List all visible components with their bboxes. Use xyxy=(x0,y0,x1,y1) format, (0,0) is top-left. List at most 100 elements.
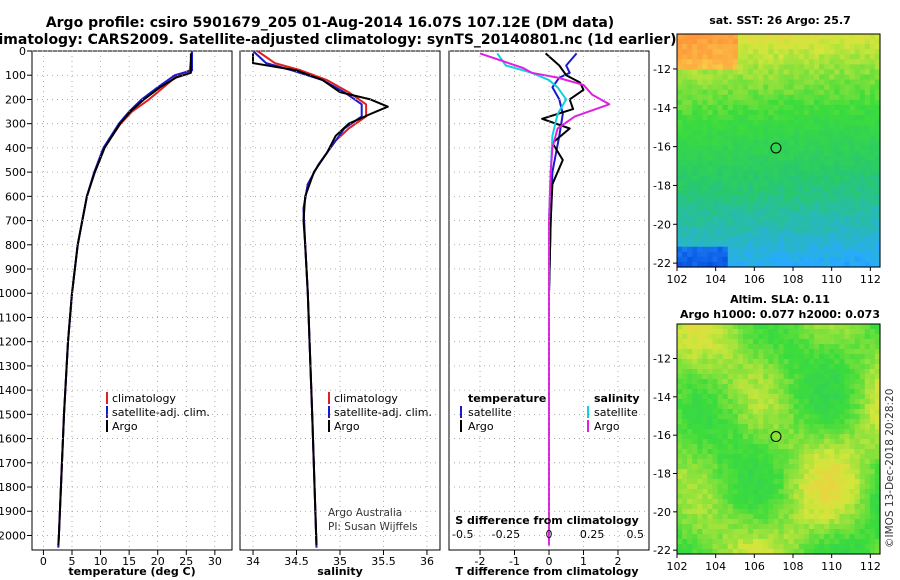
map-cell xyxy=(687,94,693,101)
map-cell xyxy=(849,344,856,350)
map-cell xyxy=(692,251,698,258)
map-cell xyxy=(763,115,769,121)
map-cell xyxy=(814,251,820,258)
map-cell xyxy=(874,231,881,238)
map-cell xyxy=(727,185,734,192)
imos-footer: ©IMOS 13-Dec-2018 20:28:20 xyxy=(884,389,896,548)
map-cell xyxy=(682,130,688,136)
map-cell xyxy=(849,120,856,126)
map-cell xyxy=(803,494,810,500)
map-cell xyxy=(768,201,775,207)
map-cell xyxy=(712,429,719,435)
map-cell xyxy=(692,359,698,365)
map-cell xyxy=(753,509,759,515)
map-cell xyxy=(874,509,881,515)
map-cell xyxy=(819,424,825,430)
map-cell xyxy=(737,135,744,141)
map-cell xyxy=(677,514,683,520)
map-cell xyxy=(707,115,714,121)
map-cell xyxy=(773,135,780,141)
map-cell xyxy=(732,379,739,385)
map-cell xyxy=(717,339,724,345)
map-cell xyxy=(717,499,724,505)
map-cell xyxy=(778,175,785,182)
map-cell xyxy=(783,339,790,345)
map-cell xyxy=(748,236,754,243)
map-cell xyxy=(808,180,815,187)
map-cell xyxy=(712,64,719,71)
map-cell xyxy=(788,339,795,345)
map-cell xyxy=(712,180,719,187)
map-cell xyxy=(869,211,876,217)
map-cell xyxy=(758,359,764,365)
map-cell xyxy=(874,359,881,365)
sla-map-title-2: Argo h1000: 0.077 h2000: 0.073 xyxy=(680,308,880,321)
map-cell xyxy=(748,175,754,182)
map-cell xyxy=(864,201,871,207)
map-cell xyxy=(697,109,703,116)
map-cell xyxy=(722,69,729,76)
map-cell xyxy=(778,529,785,535)
map-cell xyxy=(677,120,683,126)
map-cell xyxy=(788,59,795,65)
map-cell xyxy=(692,130,698,136)
map-cell xyxy=(702,394,709,400)
map-cell xyxy=(753,140,759,147)
map-cell xyxy=(854,130,861,136)
map-cell xyxy=(849,359,856,365)
map-cell xyxy=(849,339,856,345)
map-cell xyxy=(803,544,810,550)
map-cell xyxy=(737,379,744,385)
map-cell xyxy=(697,104,703,111)
map-cell xyxy=(687,180,693,187)
map-cell xyxy=(742,160,749,167)
map-cell xyxy=(677,211,683,217)
map-cell xyxy=(869,519,876,525)
map-cell xyxy=(859,99,866,106)
map-cell xyxy=(692,364,698,370)
map-cell xyxy=(808,419,815,425)
map-cell xyxy=(732,514,739,520)
map-cell xyxy=(839,504,846,510)
map-cell xyxy=(874,484,881,490)
map-cell xyxy=(737,211,744,217)
map-cell xyxy=(814,419,820,425)
map-cell xyxy=(753,39,759,45)
map-cell xyxy=(727,489,734,495)
map-cell xyxy=(803,409,810,415)
map-cell xyxy=(844,59,851,65)
map-cell xyxy=(834,211,840,217)
map-cell xyxy=(758,479,764,485)
map-cell xyxy=(839,339,846,345)
map-cell xyxy=(702,349,709,355)
map-cell xyxy=(727,140,734,147)
map-cell xyxy=(753,344,759,350)
map-cell xyxy=(874,165,881,172)
map-cell xyxy=(783,439,790,445)
map-cell xyxy=(753,125,759,131)
map-cell xyxy=(763,160,769,167)
map-cell xyxy=(717,464,724,470)
lon-tick-label: 106 xyxy=(744,273,765,286)
map-cell xyxy=(753,484,759,490)
map-cell xyxy=(722,150,729,157)
map-cell xyxy=(834,135,840,141)
map-cell xyxy=(808,424,815,430)
map-cell xyxy=(798,509,805,515)
map-cell xyxy=(692,384,698,390)
map-cell xyxy=(803,191,810,197)
map-cell xyxy=(758,324,764,330)
map-cell xyxy=(844,256,851,263)
map-cell xyxy=(859,104,866,111)
map-cell xyxy=(803,104,810,111)
map-cell xyxy=(798,519,805,525)
map-cell xyxy=(773,324,780,330)
map-cell xyxy=(717,389,724,395)
map-cell xyxy=(722,241,729,248)
map-cell xyxy=(874,499,881,505)
map-cell xyxy=(682,379,688,385)
map-cell xyxy=(687,449,693,455)
map-cell xyxy=(763,509,769,515)
map-cell xyxy=(778,544,785,550)
map-cell xyxy=(783,216,790,223)
